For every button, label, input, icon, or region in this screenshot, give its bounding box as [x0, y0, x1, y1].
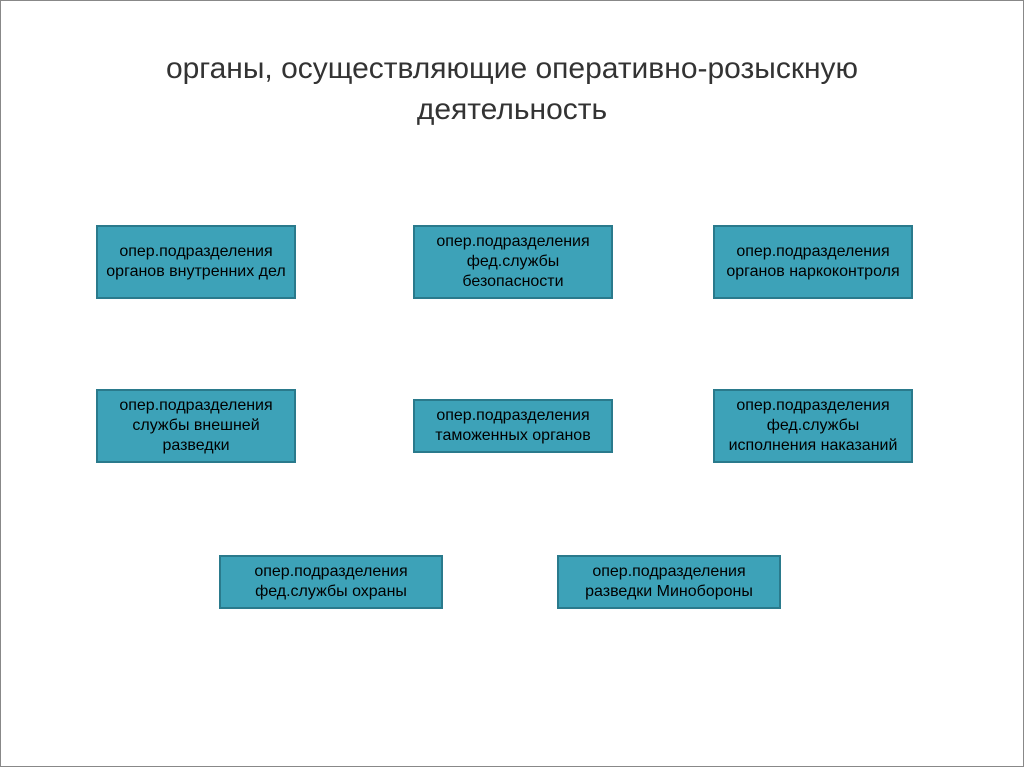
box-fso: опер.подразделения фед.службы охраны [219, 555, 443, 609]
box-defense-intel: опер.подразделения разведки Минобороны [557, 555, 781, 609]
box-foreign-intelligence: опер.подразделения службы внешней развед… [96, 389, 296, 463]
box-internal-affairs: опер.подразделения органов внутренних де… [96, 225, 296, 299]
title-line-2: деятельность [417, 93, 607, 126]
box-fsb: опер.подразделения фед.службы безопаснос… [413, 225, 613, 299]
box-penal-service: опер.подразделения фед.службы исполнения… [713, 389, 913, 463]
diagram-title: органы, осуществляющие оперативно-розыск… [1, 1, 1023, 130]
title-line-1: органы, осуществляющие оперативно-розыск… [166, 52, 858, 85]
box-drug-control: опер.подразделения органов наркоконтроля [713, 225, 913, 299]
box-customs: опер.подразделения таможенных органов [413, 399, 613, 453]
